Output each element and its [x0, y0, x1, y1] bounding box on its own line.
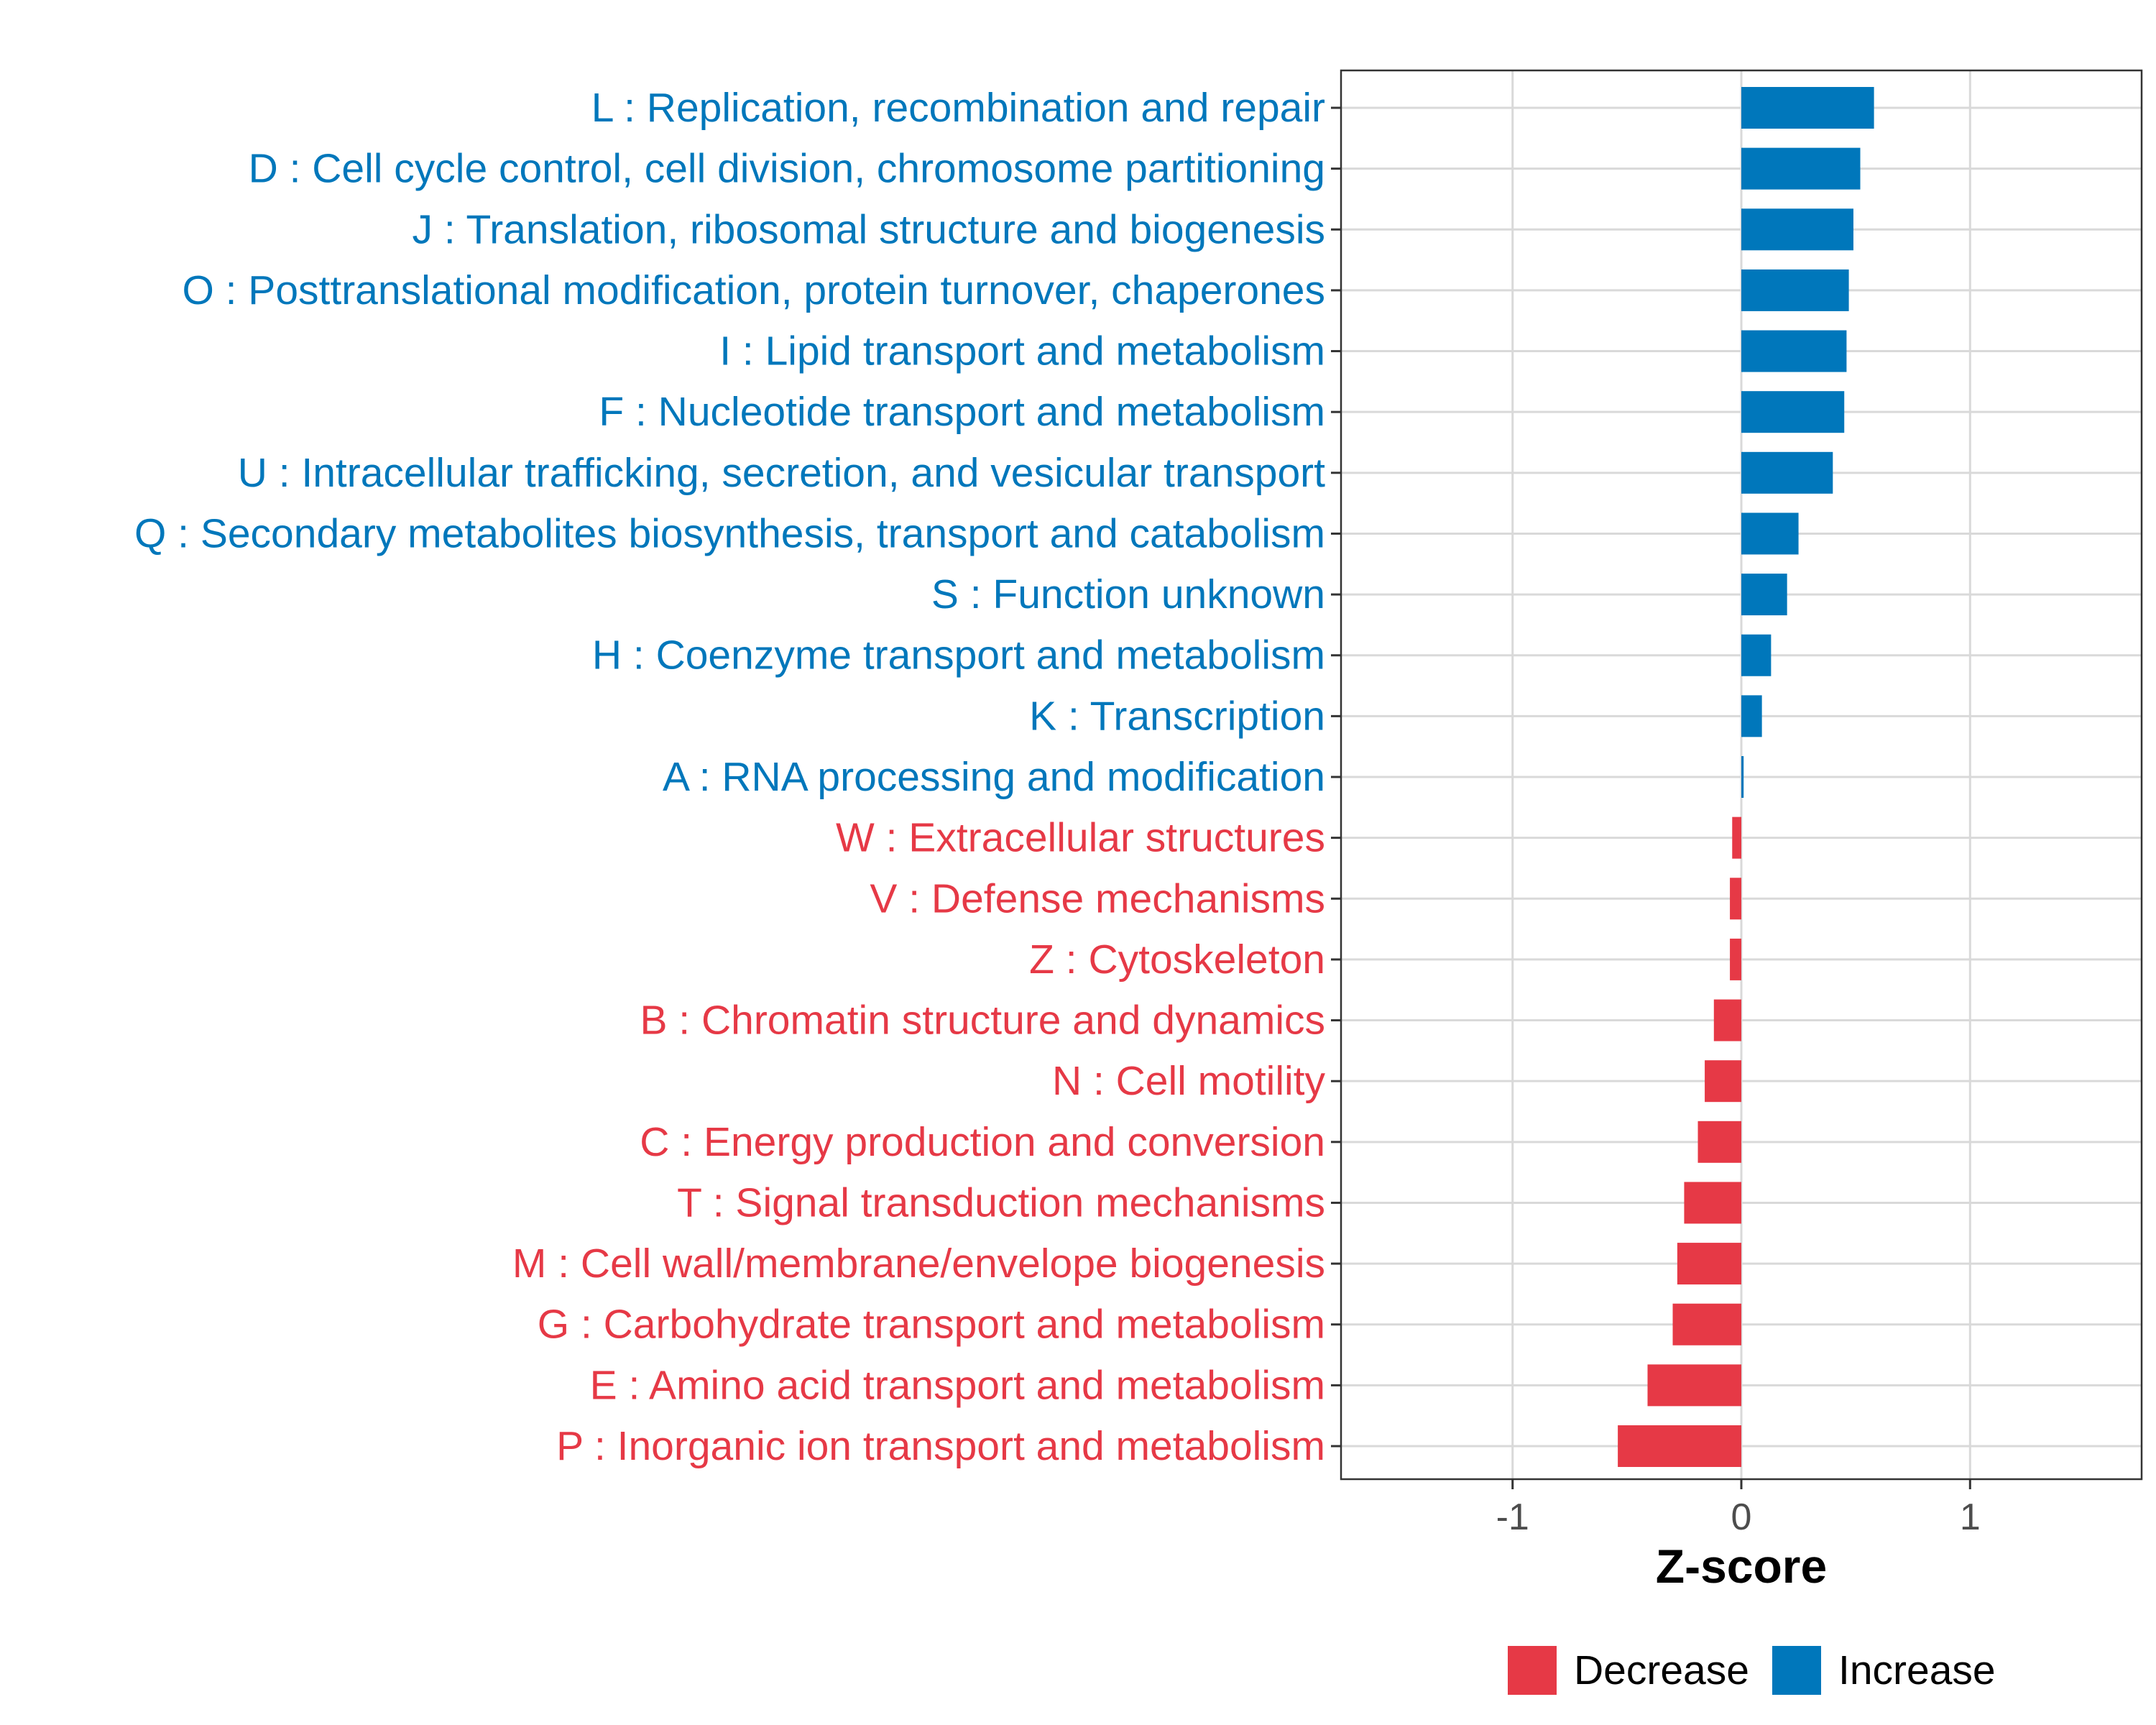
bar	[1732, 816, 1741, 859]
category-label: D : Cell cycle control, cell division, c…	[249, 146, 1325, 192]
category-label: P : Inorganic ion transport and metaboli…	[556, 1423, 1325, 1469]
bar	[1741, 391, 1845, 433]
legend-label: Decrease	[1574, 1647, 1749, 1693]
category-label: S : Function unknown	[931, 571, 1325, 617]
category-label: M : Cell wall/membrane/envelope biogenes…	[512, 1241, 1325, 1287]
category-label: B : Chromatin structure and dynamics	[640, 998, 1325, 1044]
bar	[1672, 1303, 1741, 1346]
x-tick-label: 1	[1960, 1496, 1981, 1538]
bar	[1741, 756, 1744, 798]
bar	[1741, 269, 1849, 311]
legend-label: Increase	[1838, 1647, 1996, 1693]
legend: Decrease Increase	[1508, 1646, 1996, 1695]
legend-swatch	[1772, 1646, 1821, 1695]
bar	[1684, 1182, 1741, 1224]
category-label: W : Extracellular structures	[836, 815, 1325, 861]
bar	[1697, 1121, 1741, 1163]
bar	[1741, 208, 1853, 251]
bar	[1730, 878, 1741, 920]
category-label: Z : Cytoskeleton	[1029, 937, 1325, 983]
bar	[1741, 634, 1772, 676]
bar	[1741, 87, 1874, 129]
bar	[1741, 695, 1762, 737]
category-label: C : Energy production and conversion	[640, 1119, 1325, 1165]
category-label: N : Cell motility	[1052, 1058, 1326, 1104]
category-label: U : Intracellular trafficking, secretion…	[238, 450, 1325, 496]
category-label: G : Carbohydrate transport and metabolis…	[538, 1302, 1325, 1348]
x-tick-label: -1	[1496, 1496, 1529, 1538]
bar	[1705, 1060, 1741, 1103]
bar	[1730, 938, 1741, 980]
legend-swatch	[1508, 1646, 1557, 1695]
y-axis-ticks	[1331, 106, 1341, 1448]
category-label: T : Signal transduction mechanisms	[677, 1179, 1325, 1225]
x-axis-ticks: -1 0 1	[1496, 1479, 1981, 1538]
bar	[1741, 512, 1799, 555]
category-label: Q : Secondary metabolites biosynthesis, …	[134, 510, 1325, 556]
category-label: O : Posttranslational modification, prot…	[182, 267, 1325, 313]
category-label: I : Lipid transport and metabolism	[719, 328, 1325, 374]
x-tick-label: 0	[1731, 1496, 1752, 1538]
category-label: K : Transcription	[1029, 693, 1325, 739]
bar	[1618, 1425, 1741, 1467]
bar	[1741, 330, 1847, 372]
category-label: J : Translation, ribosomal structure and…	[413, 206, 1325, 252]
bar	[1741, 451, 1833, 494]
category-label: L : Replication, recombination and repai…	[591, 85, 1325, 131]
bar	[1677, 1243, 1741, 1285]
bars	[1618, 87, 1874, 1467]
category-label: E : Amino acid transport and metabolism	[590, 1362, 1325, 1408]
x-axis-title: Z-score	[1656, 1540, 1827, 1593]
category-label: H : Coenzyme transport and metabolism	[592, 632, 1325, 678]
category-label: A : RNA processing and modification	[663, 754, 1325, 800]
bar	[1741, 147, 1861, 190]
bar	[1713, 999, 1741, 1041]
bar	[1741, 574, 1787, 616]
category-label: F : Nucleotide transport and metabolism	[599, 389, 1325, 435]
bar	[1647, 1364, 1741, 1407]
category-label: V : Defense mechanisms	[870, 875, 1325, 921]
y-axis-labels: L : Replication, recombination and repai…	[134, 85, 1326, 1469]
